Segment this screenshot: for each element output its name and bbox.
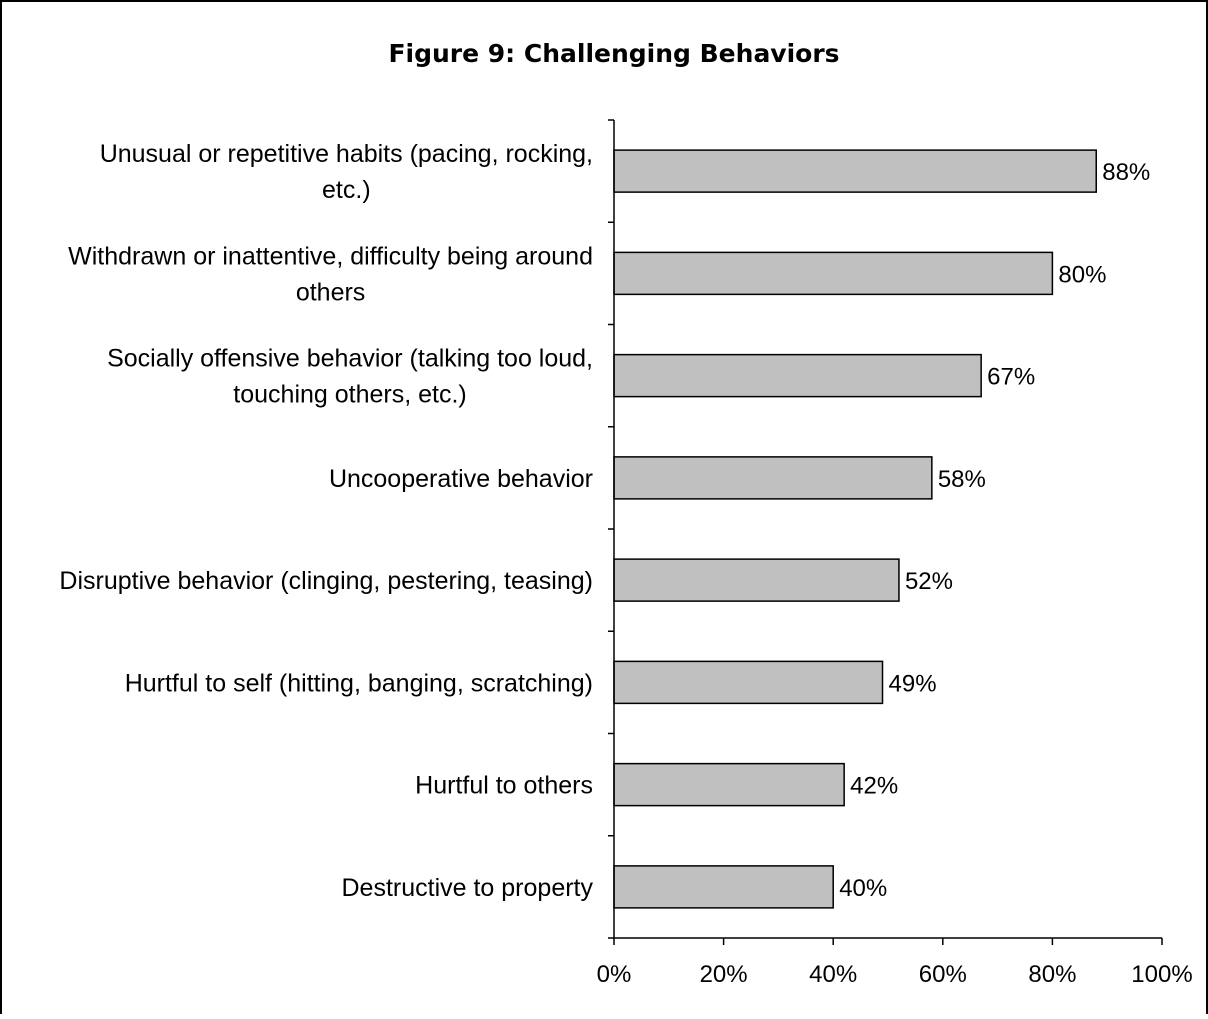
axes-group: Unusual or repetitive habits (pacing, ro… (59, 119, 1193, 988)
bar-4 (613, 558, 900, 602)
category-label-1-line-1: others (296, 278, 365, 306)
data-label-4: 52% (905, 568, 953, 595)
category-label-2-line-0: Socially offensive behavior (talking too… (107, 345, 593, 373)
x-tick-label-1: 20% (700, 961, 748, 988)
chart-title: Figure 9: Challenging Behaviors (388, 39, 839, 68)
category-label-2-line-1: touching others, etc.) (233, 381, 466, 409)
bars-group: 88% 80% 67% 58% 52% 49% 42% 40% (613, 149, 1150, 909)
data-label-3: 58% (938, 466, 986, 493)
category-label-0-line-1: etc.) (322, 176, 371, 204)
data-label-5: 49% (889, 670, 937, 697)
x-tick-label-5: 100% (1131, 961, 1192, 988)
x-tick-label-3: 60% (919, 961, 967, 988)
x-tick-label-0: 0% (597, 961, 632, 988)
data-label-0: 88% (1102, 159, 1150, 186)
category-label-4: Disruptive behavior (clinging, pestering… (59, 567, 593, 595)
category-label-1-line-0: Withdrawn or inattentive, difficulty bei… (68, 242, 593, 270)
data-label-7: 40% (839, 875, 887, 902)
data-label-1: 80% (1058, 261, 1106, 288)
x-tick-label-4: 80% (1028, 961, 1076, 988)
category-label-0-line-0: Unusual or repetitive habits (pacing, ro… (100, 140, 593, 168)
category-label-7: Destructive to property (342, 874, 594, 902)
category-label-5: Hurtful to self (hitting, banging, scrat… (125, 669, 593, 697)
category-label-6: Hurtful to others (415, 772, 593, 800)
bar-2 (613, 353, 982, 398)
bar-3 (613, 456, 933, 500)
bar-5 (613, 660, 884, 705)
data-label-2: 67% (987, 364, 1035, 391)
bar-7 (613, 865, 834, 909)
bar-1 (613, 251, 1054, 296)
bar-6 (613, 762, 845, 807)
bar-0 (613, 149, 1097, 193)
data-label-6: 42% (850, 773, 898, 800)
category-label-3: Uncooperative behavior (329, 465, 593, 493)
x-tick-label-2: 40% (809, 961, 857, 988)
